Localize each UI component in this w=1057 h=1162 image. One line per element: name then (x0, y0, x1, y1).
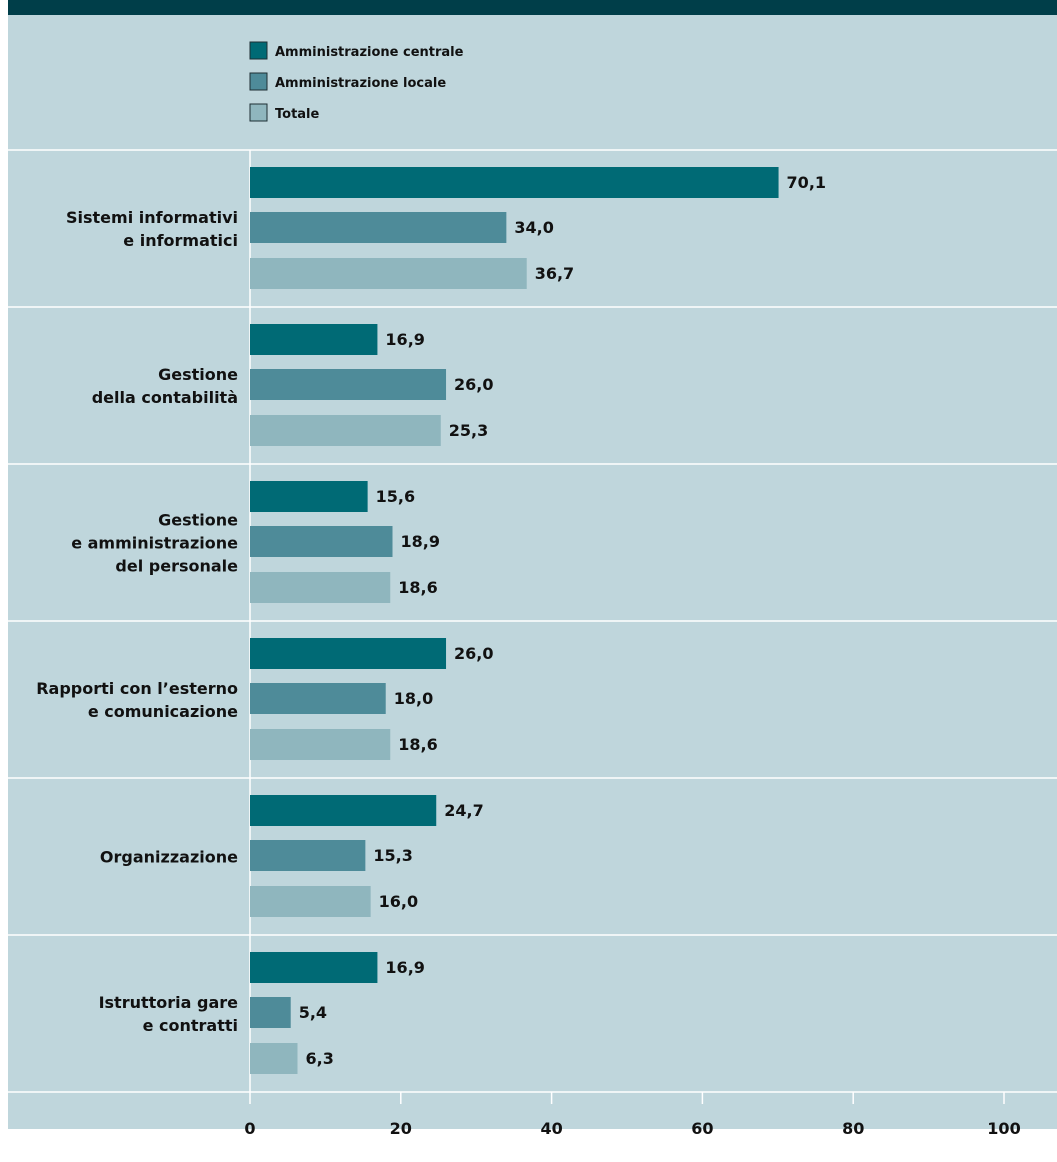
bar (250, 638, 447, 669)
bar (250, 997, 291, 1028)
category-label: Istruttoria gare (99, 993, 239, 1012)
legend-swatch (249, 72, 268, 91)
data-label: 34,0 (514, 218, 553, 237)
left-margin (0, 0, 8, 1158)
data-label: 26,0 (454, 644, 493, 663)
data-label: 5,4 (299, 1003, 327, 1022)
data-label: 70,1 (787, 173, 826, 192)
bar (250, 258, 527, 289)
legend-label: Amministrazione centrale (275, 45, 464, 60)
bar (250, 795, 437, 826)
data-label: 6,3 (306, 1049, 334, 1068)
header-strip (0, 0, 1057, 15)
bar (250, 212, 507, 243)
bar (250, 683, 386, 714)
category-label: della contabilità (92, 388, 238, 407)
x-tick-label: 40 (540, 1119, 562, 1138)
bar (250, 167, 779, 198)
x-tick-label: 0 (244, 1119, 255, 1138)
data-label: 16,9 (385, 958, 424, 977)
data-label: 18,6 (398, 735, 437, 754)
bar (250, 886, 371, 917)
legend-swatch (249, 41, 268, 60)
x-tick-label: 60 (691, 1119, 713, 1138)
x-tick-label: 80 (842, 1119, 864, 1138)
x-tick-label: 100 (987, 1119, 1020, 1138)
bar (250, 952, 378, 983)
x-tick-label: 20 (390, 1119, 412, 1138)
bar (250, 526, 393, 557)
bar (250, 369, 447, 400)
data-label: 18,9 (401, 532, 440, 551)
bar (250, 415, 441, 446)
category-label: Rapporti con l’esterno (36, 679, 238, 698)
bar (250, 324, 378, 355)
category-label: Gestione (158, 365, 238, 384)
category-label: Gestione (158, 511, 238, 530)
category-label: Organizzazione (100, 848, 238, 867)
bar (250, 729, 391, 760)
category-label: e amministrazione (71, 534, 238, 553)
data-label: 16,9 (385, 330, 424, 349)
data-label: 16,0 (379, 892, 418, 911)
category-label: Sistemi informativi (66, 208, 238, 227)
data-label: 15,6 (376, 487, 415, 506)
category-label: e informatici (123, 231, 238, 250)
bar (250, 572, 391, 603)
data-label: 18,6 (398, 578, 437, 597)
data-label: 24,7 (444, 801, 483, 820)
category-label: e comunicazione (88, 702, 238, 721)
bar (250, 481, 368, 512)
data-label: 26,0 (454, 375, 493, 394)
legend-swatch (249, 103, 268, 122)
bar (250, 1043, 298, 1074)
bar (250, 840, 366, 871)
chart-background (8, 15, 1057, 1129)
legend-label: Amministrazione locale (275, 76, 446, 91)
category-label: del personale (115, 557, 238, 576)
data-label: 36,7 (535, 264, 574, 283)
data-label: 25,3 (449, 421, 488, 440)
category-label: e contratti (143, 1016, 238, 1035)
data-label: 18,0 (394, 689, 433, 708)
legend-label: Totale (275, 107, 320, 122)
data-label: 15,3 (373, 846, 412, 865)
